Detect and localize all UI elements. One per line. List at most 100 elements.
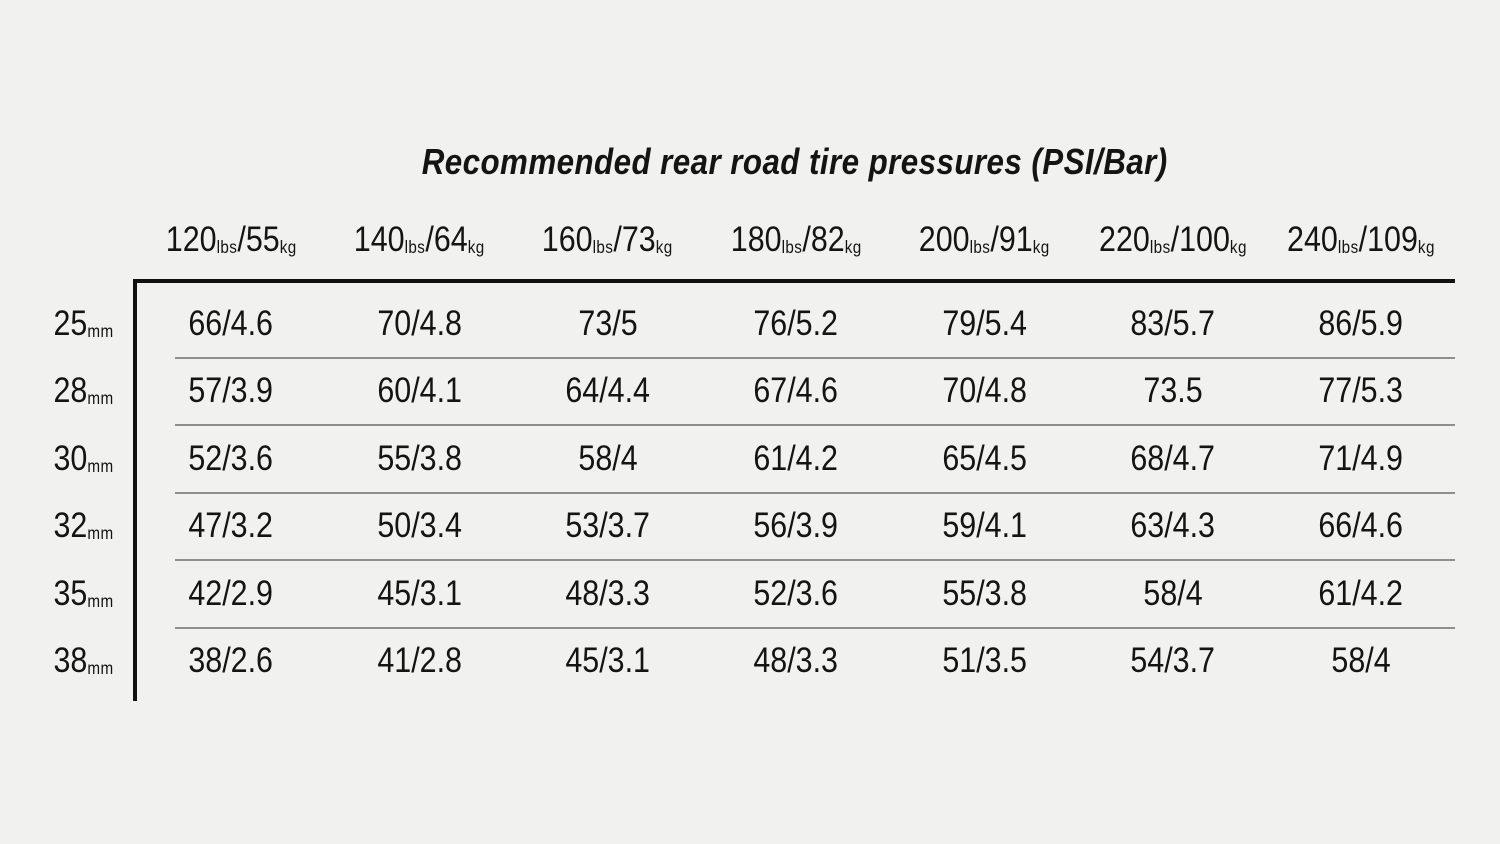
row-separator-line bbox=[175, 491, 1455, 494]
pressure-value: 45/3.1 bbox=[565, 641, 651, 681]
pressure-cell: 73/5 bbox=[514, 304, 702, 344]
pressure-value: 50/3.4 bbox=[377, 506, 462, 546]
pressure-cell: 53/3.7 bbox=[514, 506, 702, 546]
pressure-value: 73/5 bbox=[578, 303, 638, 343]
pressure-cell: 73.5 bbox=[1078, 371, 1266, 411]
tire-size-row-label: 32mm bbox=[0, 493, 133, 561]
pressure-cell: 68/4.7 bbox=[1078, 439, 1266, 479]
weight-lbs-value: 200 bbox=[918, 220, 970, 259]
pressure-cell: 58/4 bbox=[1078, 574, 1266, 614]
pressure-cell: 59/4.1 bbox=[890, 506, 1078, 546]
pressure-cell: 54/3.7 bbox=[1078, 641, 1266, 681]
mm-unit-label: mm bbox=[87, 455, 114, 476]
pressure-cell: 61/4.2 bbox=[1267, 574, 1455, 614]
pressure-value: 67/4.6 bbox=[753, 371, 839, 411]
kg-unit-label: kg bbox=[1229, 237, 1247, 258]
pressure-value: 86/5.9 bbox=[1318, 303, 1404, 343]
row-separator-line bbox=[175, 356, 1455, 359]
pressure-value: 65/4.5 bbox=[941, 438, 1027, 478]
pressure-value: 45/3.1 bbox=[377, 573, 462, 613]
pressure-cell: 55/3.8 bbox=[890, 574, 1078, 614]
weight-lbs-value: 180 bbox=[730, 220, 782, 259]
pressure-value: 66/4.6 bbox=[1318, 506, 1404, 546]
pressure-cell: 86/5.9 bbox=[1267, 304, 1455, 344]
lbs-unit-label: lbs bbox=[969, 237, 991, 258]
pressure-cell: 52/3.6 bbox=[702, 574, 890, 614]
pressure-cell: 66/4.6 bbox=[1267, 506, 1455, 546]
tire-size-row-label: 25mm bbox=[0, 290, 133, 358]
lbs-unit-label: lbs bbox=[1337, 237, 1359, 258]
weight-kg-value: 82 bbox=[810, 220, 845, 259]
value-separator: / bbox=[237, 220, 246, 259]
weight-lbs-value: 160 bbox=[542, 220, 594, 259]
table-row: 47/3.2 50/3.4 53/3.7 56/3.9 59/4.1 63/4.… bbox=[137, 493, 1455, 561]
weight-column-header: 200lbs/91kg bbox=[890, 220, 1078, 264]
pressure-cell: 50/3.4 bbox=[325, 506, 513, 546]
pressure-value: 52/3.6 bbox=[753, 573, 839, 613]
table-row: 57/3.9 60/4.1 64/4.4 67/4.6 70/4.8 73.5 … bbox=[137, 358, 1455, 426]
tire-size-value: 25 bbox=[53, 303, 88, 343]
pressure-cell: 47/3.2 bbox=[137, 506, 325, 546]
tire-size-row-label: 38mm bbox=[0, 628, 133, 696]
pressure-value: 56/3.9 bbox=[753, 506, 839, 546]
pressure-cell: 55/3.8 bbox=[325, 439, 513, 479]
pressure-cell: 65/4.5 bbox=[890, 439, 1078, 479]
pressure-cell: 70/4.8 bbox=[325, 304, 513, 344]
pressure-cell: 71/4.9 bbox=[1267, 439, 1455, 479]
pressure-cell: 51/3.5 bbox=[890, 641, 1078, 681]
table-row: 38/2.6 41/2.8 45/3.1 48/3.3 51/3.5 54/3.… bbox=[137, 628, 1455, 696]
table-row: 66/4.6 70/4.8 73/5 76/5.2 79/5.4 83/5.7 … bbox=[137, 290, 1455, 359]
pressure-value: 76/5.2 bbox=[753, 303, 839, 343]
kg-unit-label: kg bbox=[1417, 237, 1435, 258]
value-separator: / bbox=[1170, 220, 1179, 259]
weight-lbs-value: 240 bbox=[1286, 220, 1338, 259]
weight-column-header: 160lbs/73kg bbox=[514, 220, 702, 264]
pressure-value: 54/3.7 bbox=[1130, 641, 1215, 681]
lbs-unit-label: lbs bbox=[404, 237, 426, 258]
pressure-value: 58/4 bbox=[1142, 573, 1203, 613]
column-headers-row: 120lbs/55kg 140lbs/64kg 160lbs/73kg 180l… bbox=[137, 196, 1455, 264]
tire-size-value: 38 bbox=[53, 641, 88, 681]
tire-size-value: 28 bbox=[53, 371, 88, 411]
pressure-cell: 66/4.6 bbox=[137, 304, 325, 344]
weight-kg-value: 91 bbox=[998, 220, 1033, 259]
page-title-text: Recommended rear road tire pressures (PS… bbox=[422, 141, 1168, 182]
weight-kg-value: 55 bbox=[245, 220, 280, 259]
value-separator: / bbox=[990, 220, 999, 259]
header-divider-line bbox=[133, 279, 1455, 283]
pressure-cell: 41/2.8 bbox=[325, 641, 513, 681]
pressure-value: 58/4 bbox=[1331, 641, 1391, 681]
pressure-value: 57/3.9 bbox=[188, 371, 274, 411]
pressure-value: 66/4.6 bbox=[188, 303, 274, 343]
pressure-cell: 52/3.6 bbox=[137, 439, 325, 479]
pressure-cell: 76/5.2 bbox=[702, 304, 890, 344]
weight-column-header: 220lbs/100kg bbox=[1078, 220, 1266, 264]
value-separator: / bbox=[613, 220, 623, 259]
pressure-cell: 45/3.1 bbox=[325, 574, 513, 614]
pressure-value: 60/4.1 bbox=[377, 371, 462, 411]
tire-size-value: 35 bbox=[53, 573, 88, 613]
value-separator: / bbox=[425, 220, 435, 259]
row-label-divider-line bbox=[133, 279, 137, 701]
weight-lbs-value: 220 bbox=[1098, 220, 1150, 259]
kg-unit-label: kg bbox=[656, 237, 674, 258]
pressure-value: 61/4.2 bbox=[1318, 573, 1404, 613]
pressure-value: 55/3.8 bbox=[941, 573, 1027, 613]
tire-size-value: 30 bbox=[53, 438, 88, 478]
pressure-value: 64/4.4 bbox=[565, 371, 651, 411]
mm-unit-label: mm bbox=[87, 523, 114, 544]
pressure-value: 41/2.8 bbox=[377, 641, 462, 681]
pressure-value: 48/3.3 bbox=[753, 641, 839, 681]
mm-unit-label: mm bbox=[87, 320, 114, 341]
pressure-value: 47/3.2 bbox=[188, 506, 274, 546]
pressure-value: 51/3.5 bbox=[941, 641, 1027, 681]
lbs-unit-label: lbs bbox=[1149, 237, 1171, 258]
pressure-cell: 45/3.1 bbox=[514, 641, 702, 681]
pressure-value: 63/4.3 bbox=[1130, 506, 1215, 546]
pressure-value: 38/2.6 bbox=[188, 641, 274, 681]
value-separator: / bbox=[1358, 220, 1367, 259]
row-separator-line bbox=[175, 626, 1455, 629]
pressure-cell: 48/3.3 bbox=[514, 574, 702, 614]
pressure-cell: 61/4.2 bbox=[702, 439, 890, 479]
